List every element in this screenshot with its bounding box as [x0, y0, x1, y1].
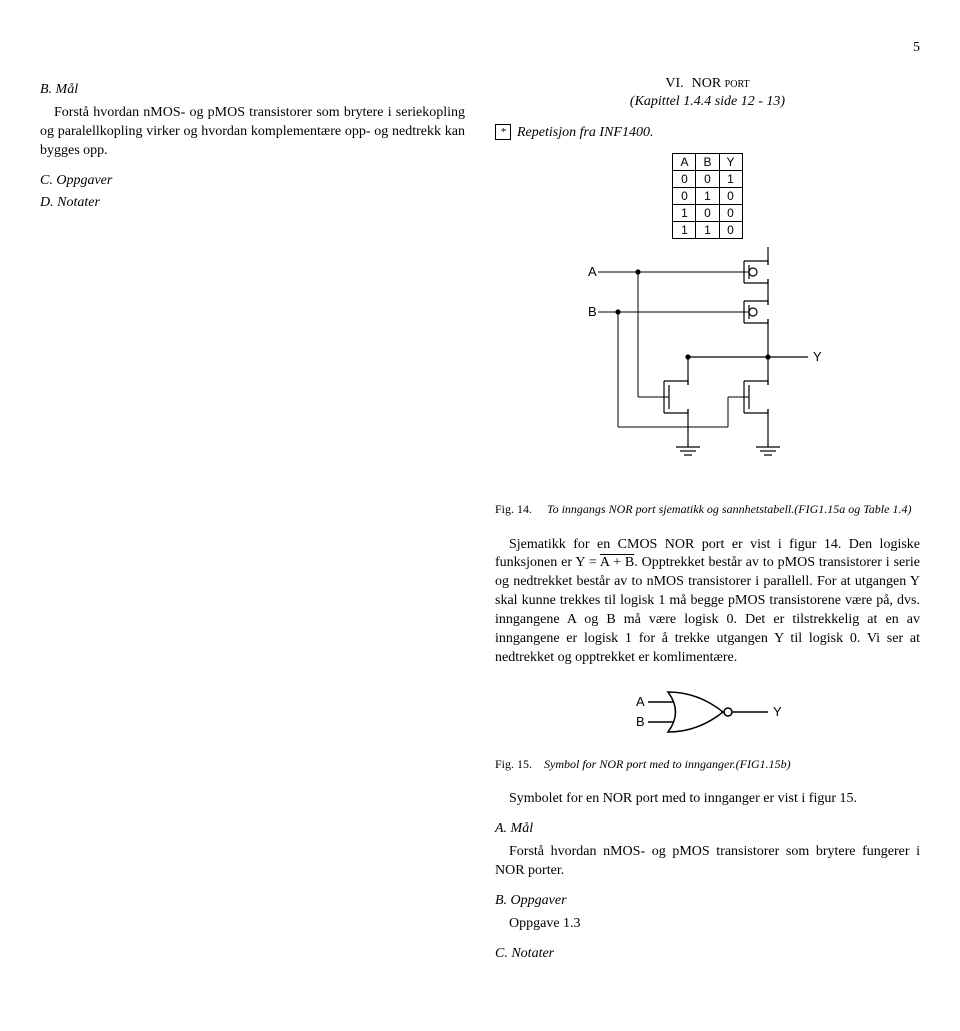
- section-b-mal-label: B. Mål: [40, 82, 465, 98]
- section-a-mal-text: Forstå hvordan nMOS- og pMOS transistore…: [495, 843, 920, 881]
- fig14-text: To inngangs NOR port sjematikk og sannhe…: [547, 502, 911, 516]
- table-row: 0 0 1: [673, 171, 742, 188]
- circuit-label-y: Y: [813, 349, 822, 364]
- th-b: B: [696, 154, 719, 171]
- paragraph-1: Sjematikk for en CMOS NOR port er vist i…: [495, 536, 920, 668]
- para1-part-b: . Opptrekket består av to pMOS transisto…: [495, 555, 920, 664]
- left-column: B. Mål Forstå hvordan nMOS- og pMOS tran…: [40, 76, 465, 968]
- section-b-mal-text: Forstå hvordan nMOS- og pMOS transistore…: [40, 104, 465, 161]
- paragraph-2: Symbolet for en NOR port med to inngange…: [495, 790, 920, 809]
- fig15-caption: Fig. 15. Symbol for NOR port med to inng…: [495, 757, 920, 773]
- fig15-text: Symbol for NOR port med to innganger.(FI…: [544, 757, 791, 771]
- section-d-notater-label: D. Notater: [40, 195, 465, 211]
- page-number: 5: [40, 40, 920, 56]
- section-a-mal-label: A. Mål: [495, 821, 920, 837]
- th-a: A: [673, 154, 696, 171]
- star-icon: *: [495, 124, 511, 140]
- th-y: Y: [719, 154, 742, 171]
- nor-gate-symbol: A B Y: [495, 682, 920, 747]
- table-row: 1 1 0: [673, 222, 742, 239]
- circuit-label-a: A: [588, 264, 597, 279]
- cmos-nor-circuit: A B Y: [495, 247, 920, 492]
- truth-table: A B Y 0 0 1 0 1 0 1 0 0 1 1 0: [672, 153, 742, 239]
- para1-eq-lhs: Y =: [575, 555, 600, 570]
- gate-label-a: A: [636, 694, 645, 709]
- fig14-caption: Fig. 14. To inngangs NOR port sjematikk …: [495, 502, 920, 518]
- right-column: VI. NOR port (Kapittel 1.4.4 side 12 - 1…: [495, 76, 920, 968]
- repetition-text: Repetisjon fra INF1400.: [517, 125, 654, 140]
- circuit-label-b: B: [588, 304, 597, 319]
- repetition-line: * Repetisjon fra INF1400.: [495, 124, 920, 141]
- section-b-oppgaver-label: B. Oppgaver: [495, 893, 920, 909]
- section-b-oppgaver-text: Oppgave 1.3: [495, 915, 920, 934]
- table-row: 1 0 0: [673, 205, 742, 222]
- fig14-label: Fig. 14.: [495, 502, 532, 516]
- section-c-notater-label: C. Notater: [495, 946, 920, 962]
- heading-roman: VI.: [665, 76, 683, 92]
- section-c-oppgaver-label: C. Oppgaver: [40, 173, 465, 189]
- para1-eq-bar: A + B: [600, 555, 634, 570]
- table-row: A B Y: [673, 154, 742, 171]
- heading-subtitle: (Kapittel 1.4.4 side 12 - 13): [495, 94, 920, 110]
- gate-label-y: Y: [773, 704, 782, 719]
- gate-label-b: B: [636, 714, 645, 729]
- fig15-label: Fig. 15.: [495, 757, 532, 771]
- section-heading: VI. NOR port: [495, 76, 920, 92]
- heading-title: NOR port: [692, 76, 750, 92]
- table-row: 0 1 0: [673, 188, 742, 205]
